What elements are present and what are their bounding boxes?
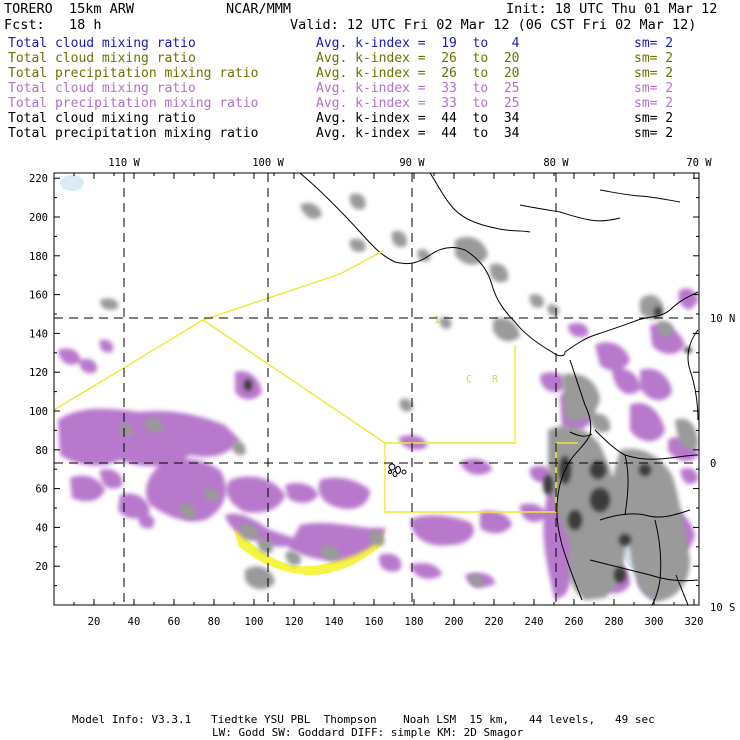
model-name: TORERO 15km ARW [4,1,135,17]
top-longitude-label: 110 W [108,157,140,169]
legend-k-index: Avg. k-index = 33 to 25 [316,81,520,96]
left-tick-label: 180 [29,251,48,263]
axis-tick-labels: 20 40 60 80 100 120 140 160 180 200 220 240 260 280 30… [29,157,735,628]
top-longitude-label: 100 W [252,157,284,169]
right-latitude-label: 0 [710,458,716,470]
legend-smoothing: sm= 2 [634,51,674,66]
legend-smoothing: sm= 2 [634,36,674,51]
bottom-tick-label: 120 [285,616,304,628]
map-plot-area [54,173,699,605]
region-mark-1: 1 [434,315,440,326]
legend-field: Total cloud mixing ratio [8,51,196,66]
legend-smoothing: sm= 2 [634,111,674,126]
legend-k-index: Avg. k-index = 19 to 4 [316,36,520,51]
right-latitude-label: 10 N [710,313,735,325]
legend-k-index: Avg. k-index = 26 to 20 [316,66,520,81]
cloud-gray-areas [100,193,698,602]
valid-time: Valid: 12 UTC Fri 02 Mar 12 (06 CST Fri … [290,17,697,33]
footer-model-info: Model Info: V3.3.1 Tiedtke YSU PBL Thomp… [72,713,655,726]
right-latitude-label: 10 S [710,602,735,614]
top-longitude-label: 90 W [399,157,425,169]
bottom-tick-label: 100 [245,616,264,628]
bottom-tick-label: 60 [168,616,181,628]
axis-ticks [54,173,699,605]
legend-k-index: Avg. k-index = 44 to 34 [316,111,520,126]
bottom-tick-label: 80 [208,616,221,628]
left-tick-label: 40 [35,522,48,534]
coastlines [299,173,699,605]
legend-field: Total precipitation mixing ratio [8,96,259,111]
legend-k-index: Avg. k-index = 26 to 20 [316,51,520,66]
left-tick-label: 100 [29,406,48,418]
bottom-tick-label: 160 [365,616,384,628]
footer-physics-info: LW: Godd SW: Goddard DIFF: simple KM: 2D… [212,726,524,739]
left-tick-label: 80 [35,445,48,457]
cloud-dark-cores [244,307,692,583]
left-tick-label: 20 [35,561,48,573]
legend-k-index: Avg. k-index = 33 to 25 [316,96,520,111]
left-tick-label: 160 [29,290,48,302]
bottom-tick-label: 320 [685,616,704,628]
bottom-tick-label: 260 [565,616,584,628]
bottom-tick-label: 280 [605,616,624,628]
galapagos-islands [388,463,407,477]
legend-field: Total precipitation mixing ratio [8,66,259,81]
left-tick-label: 220 [29,173,48,185]
bottom-tick-label: 220 [485,616,504,628]
legend-smoothing: sm= 2 [634,66,674,81]
forecast-hour: Fcst: 18 h [4,17,102,33]
legend-field: Total precipitation mixing ratio [8,126,259,141]
bottom-tick-label: 200 [445,616,464,628]
legend-smoothing: sm= 2 [634,81,674,96]
legend-smoothing: sm= 2 [634,126,674,141]
left-tick-label: 140 [29,328,48,340]
plot-frame [53,172,700,606]
left-tick-label: 60 [35,484,48,496]
bottom-tick-label: 20 [88,616,101,628]
legend-k-index: Avg. k-index = 44 to 34 [316,126,520,141]
left-tick-label: 120 [29,367,48,379]
init-time: Init: 18 UTC Thu 01 Mar 12 [506,1,718,17]
top-longitude-label: 70 W [686,157,712,169]
legend-field: Total cloud mixing ratio [8,111,196,126]
region-letter-r: R [492,374,499,385]
bottom-tick-label: 140 [325,616,344,628]
legend-smoothing: sm= 2 [634,96,674,111]
legend-field: Total cloud mixing ratio [8,81,196,96]
bottom-tick-label: 300 [645,616,664,628]
organization: NCAR/MMM [226,1,292,17]
lat-lon-grid [54,173,699,605]
top-longitude-label: 80 W [543,157,569,169]
bottom-tick-label: 240 [525,616,544,628]
left-tick-label: 200 [29,212,48,224]
legend-field: Total cloud mixing ratio [8,36,196,51]
region-letter-c: C [466,374,472,385]
bottom-tick-label: 40 [128,616,141,628]
bottom-tick-label: 180 [405,616,424,628]
precip-purple-areas [58,288,698,600]
